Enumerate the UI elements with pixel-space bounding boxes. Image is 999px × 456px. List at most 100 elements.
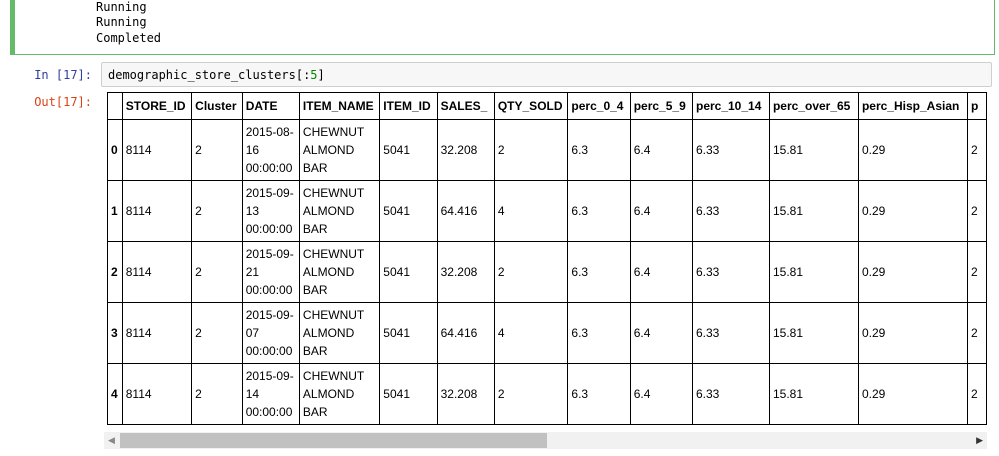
in-prompt: In [17]: <box>34 68 92 82</box>
table-cell: 5041 <box>379 241 438 303</box>
table-cell: 2 <box>191 302 243 364</box>
code-number: 5 <box>310 68 318 82</box>
dataframe-table: STORE_ID Cluster DATE ITEM_NAME ITEM_ID SALES… <box>107 92 987 425</box>
table-cell: 4 <box>493 302 569 364</box>
table-cell: 6.33 <box>691 363 770 425</box>
table-cell: 6.33 <box>691 302 770 364</box>
table-cell: 4 <box>493 180 569 242</box>
table-row: 3 8114 2 2015-09-07 00:00:00 CHEWNUT ALMOND … <box>107 302 987 364</box>
table-cell: 15.81 <box>768 302 859 364</box>
column-header: SALES_ <box>436 92 495 120</box>
table-cell: 2 <box>966 302 987 364</box>
table-cell: 2 <box>493 119 569 181</box>
code-input[interactable]: demographic_store_clusters[:5] <box>101 62 992 87</box>
table-cell: 0.29 <box>857 180 968 242</box>
table-cell: 15.81 <box>768 241 859 303</box>
row-index: 3 <box>107 302 123 364</box>
table-cell: 2 <box>191 241 243 303</box>
table-cell: 15.81 <box>768 119 859 181</box>
table-cell: CHEWNUT ALMOND BAR <box>298 302 381 364</box>
scrollbar-thumb[interactable] <box>120 433 547 448</box>
table-cell: 32.208 <box>436 363 495 425</box>
table-cell: 6.4 <box>629 363 693 425</box>
table-cell: 2015-09-21 00:00:00 <box>241 241 300 303</box>
column-header: perc_5_9 <box>629 92 693 120</box>
column-header: perc_10_14 <box>691 92 770 120</box>
table-cell: CHEWNUT ALMOND BAR <box>298 363 381 425</box>
table-cell: CHEWNUT ALMOND BAR <box>298 241 381 303</box>
table-cell: 2 <box>966 363 987 425</box>
table-cell: 8114 <box>121 119 193 181</box>
table-cell: 6.33 <box>691 119 770 181</box>
column-header: perc_over_65 <box>768 92 859 120</box>
table-cell: 2 <box>966 180 987 242</box>
table-cell: 5041 <box>379 363 438 425</box>
column-header: ITEM_NAME <box>298 92 381 120</box>
column-header: p <box>966 92 987 120</box>
column-header: ITEM_ID <box>379 92 438 120</box>
row-index: 1 <box>107 180 123 242</box>
table-cell: 6.3 <box>567 180 631 242</box>
table-cell: CHEWNUT ALMOND BAR <box>298 119 381 181</box>
table-cell: 8114 <box>121 241 193 303</box>
column-header: perc_0_4 <box>567 92 631 120</box>
table-cell: 64.416 <box>436 302 495 364</box>
table-cell: CHEWNUT ALMOND BAR <box>298 180 381 242</box>
scroll-right-icon[interactable]: ▶ <box>976 435 983 445</box>
table-cell: 6.3 <box>567 241 631 303</box>
table-row: 4 8114 2 2015-09-14 00:00:00 CHEWNUT ALMOND … <box>107 363 987 425</box>
table-cell: 8114 <box>121 180 193 242</box>
table-cell: 5041 <box>379 302 438 364</box>
table-cell: 32.208 <box>436 119 495 181</box>
table-cell: 15.81 <box>768 180 859 242</box>
header-row: STORE_ID Cluster DATE ITEM_NAME ITEM_ID SALES… <box>107 92 987 120</box>
table-cell: 6.4 <box>629 302 693 364</box>
table-row: 2 8114 2 2015-09-21 00:00:00 CHEWNUT ALMOND … <box>107 241 987 303</box>
row-index: 4 <box>107 363 123 425</box>
horizontal-scrollbar[interactable]: ◀ ▶ <box>104 432 987 449</box>
table-cell: 0.29 <box>857 363 968 425</box>
table-cell: 2015-09-07 00:00:00 <box>241 302 300 364</box>
column-header <box>107 92 123 120</box>
column-header: STORE_ID <box>121 92 193 120</box>
table-cell: 6.33 <box>691 241 770 303</box>
table-cell: 15.81 <box>768 363 859 425</box>
code-text: demographic_store_clusters[: <box>108 68 311 82</box>
table-cell: 0.29 <box>857 241 968 303</box>
table-cell: 5041 <box>379 119 438 181</box>
table-cell: 2 <box>191 363 243 425</box>
row-index: 2 <box>107 241 123 303</box>
dataframe-output: STORE_ID Cluster DATE ITEM_NAME ITEM_ID SALES… <box>104 92 987 429</box>
table-cell: 8114 <box>121 302 193 364</box>
table-cell: 6.33 <box>691 180 770 242</box>
table-cell: 64.416 <box>436 180 495 242</box>
column-header: perc_Hisp_Asian <box>857 92 968 120</box>
table-cell: 6.3 <box>567 119 631 181</box>
table-cell: 2015-09-14 00:00:00 <box>241 363 300 425</box>
code-text: ] <box>317 68 325 82</box>
table-cell: 2015-08-16 00:00:00 <box>241 119 300 181</box>
table-cell: 2 <box>191 119 243 181</box>
table-cell: 6.3 <box>567 302 631 364</box>
table-row: 1 8114 2 2015-09-13 00:00:00 CHEWNUT ALMOND … <box>107 180 987 242</box>
table-cell: 2 <box>191 180 243 242</box>
output-line: Running <box>96 0 147 14</box>
scroll-left-icon[interactable]: ◀ <box>108 435 115 445</box>
stream-output: Running Running Completed <box>96 0 161 46</box>
output-line: Completed <box>96 30 162 45</box>
table-cell: 2 <box>966 119 987 181</box>
table-cell: 2 <box>493 241 569 303</box>
table-cell: 6.3 <box>567 363 631 425</box>
output-line: Running <box>96 15 147 30</box>
table-cell: 0.29 <box>857 119 968 181</box>
table-cell: 2015-09-13 00:00:00 <box>241 180 300 242</box>
table-cell: 6.4 <box>629 180 693 242</box>
table-cell: 2 <box>493 363 569 425</box>
out-prompt: Out[17]: <box>34 95 92 109</box>
table-cell: 6.4 <box>629 119 693 181</box>
column-header: Cluster <box>191 92 243 120</box>
table-cell: 6.4 <box>629 241 693 303</box>
table-row: 0 8114 2 2015-08-16 00:00:00 CHEWNUT ALMOND … <box>107 119 987 181</box>
row-index: 0 <box>107 119 123 181</box>
table-cell: 32.208 <box>436 241 495 303</box>
